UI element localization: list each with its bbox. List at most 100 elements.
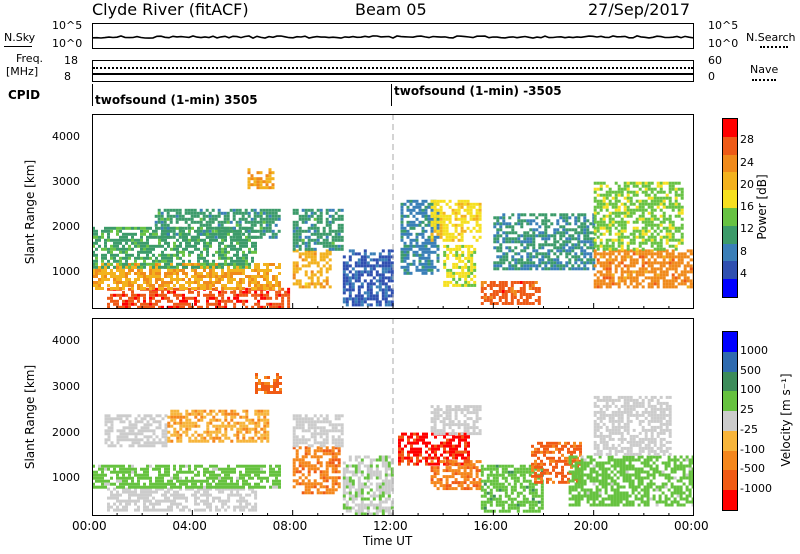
data-cell <box>653 261 657 265</box>
data-cell <box>271 235 275 239</box>
data-cell <box>179 427 183 431</box>
data-cell <box>143 293 146 297</box>
data-cell <box>328 208 332 212</box>
data-cell <box>511 237 515 241</box>
data-cell <box>107 426 111 430</box>
data-cell <box>268 217 272 221</box>
data-cell <box>381 276 385 280</box>
data-cell <box>445 226 449 230</box>
data-cell <box>170 424 174 428</box>
data-cell <box>659 187 663 191</box>
data-cell <box>170 487 173 491</box>
data-cell <box>677 229 681 233</box>
data-cell <box>95 265 98 269</box>
data-cell <box>295 458 299 462</box>
data-cell <box>511 249 515 253</box>
data-cell <box>508 222 512 226</box>
data-cell <box>310 238 314 242</box>
data-cell <box>166 214 170 218</box>
data-cell <box>611 196 615 200</box>
data-cell <box>269 485 272 489</box>
data-cell <box>617 220 621 224</box>
data-cell <box>155 490 158 494</box>
data-cell <box>251 305 255 309</box>
data-cell <box>547 267 551 271</box>
data-cell <box>674 247 678 251</box>
data-cell <box>544 240 548 244</box>
data-cell <box>635 226 639 230</box>
data-cell <box>203 473 206 477</box>
data-cell <box>227 281 230 284</box>
data-cell <box>169 217 173 221</box>
data-cell <box>464 256 468 260</box>
data-cell <box>457 208 461 212</box>
data-cell <box>458 274 462 278</box>
data-cell <box>173 284 176 287</box>
data-cell <box>206 299 209 303</box>
data-cell <box>568 252 572 256</box>
data-cell <box>155 485 158 489</box>
data-cell <box>164 265 167 269</box>
data-cell <box>626 196 630 200</box>
data-cell <box>275 302 279 306</box>
data-cell <box>230 418 234 422</box>
data-cell <box>248 467 251 471</box>
data-cell <box>375 270 379 274</box>
data-cell <box>611 261 615 265</box>
data-cell <box>298 235 302 239</box>
data-cell <box>269 470 272 474</box>
data-cell <box>140 293 143 297</box>
data-cell <box>239 293 243 297</box>
data-cell <box>451 238 455 242</box>
data-cell <box>170 259 173 263</box>
data-cell <box>381 249 385 253</box>
data-cell <box>478 205 482 209</box>
data-cell <box>366 285 370 289</box>
data-cell <box>239 470 242 474</box>
data-cell <box>194 244 197 248</box>
data-cell <box>233 296 237 300</box>
data-cell <box>196 211 200 215</box>
data-cell <box>496 255 500 259</box>
data-cell <box>298 244 302 248</box>
data-cell <box>403 265 407 269</box>
data-cell <box>221 433 225 437</box>
data-cell <box>617 249 621 253</box>
data-cell <box>650 235 654 239</box>
data-cell <box>641 258 645 262</box>
data-cell <box>620 261 624 265</box>
data-cell <box>559 243 563 247</box>
data-cell <box>140 417 144 421</box>
data-cell <box>98 281 101 284</box>
data-cell <box>608 214 612 218</box>
data-cell <box>599 226 603 230</box>
data-cell <box>683 270 687 274</box>
data-cell <box>467 244 471 248</box>
data-cell <box>272 302 276 306</box>
data-cell <box>520 240 524 244</box>
data-cell <box>354 300 358 304</box>
data-cell <box>143 444 147 448</box>
data-cell <box>265 220 269 224</box>
data-cell <box>626 270 630 274</box>
data-cell <box>313 485 317 489</box>
data-cell <box>221 487 225 491</box>
data-cell <box>313 226 317 230</box>
data-cell <box>659 202 663 206</box>
data-cell <box>250 177 254 181</box>
data-cell <box>277 217 281 221</box>
data-cell <box>298 461 302 465</box>
data-cell <box>242 415 246 419</box>
data-cell <box>602 193 606 197</box>
data-cell <box>199 211 203 215</box>
data-cell <box>200 436 204 440</box>
data-cell <box>547 258 551 262</box>
data-cell <box>182 272 185 275</box>
data-cell <box>185 476 188 480</box>
data-cell <box>659 208 663 212</box>
data-cell <box>197 439 201 443</box>
data-cell <box>351 282 355 286</box>
data-cell <box>418 223 422 227</box>
data-cell <box>224 467 227 471</box>
data-cell <box>107 229 110 233</box>
